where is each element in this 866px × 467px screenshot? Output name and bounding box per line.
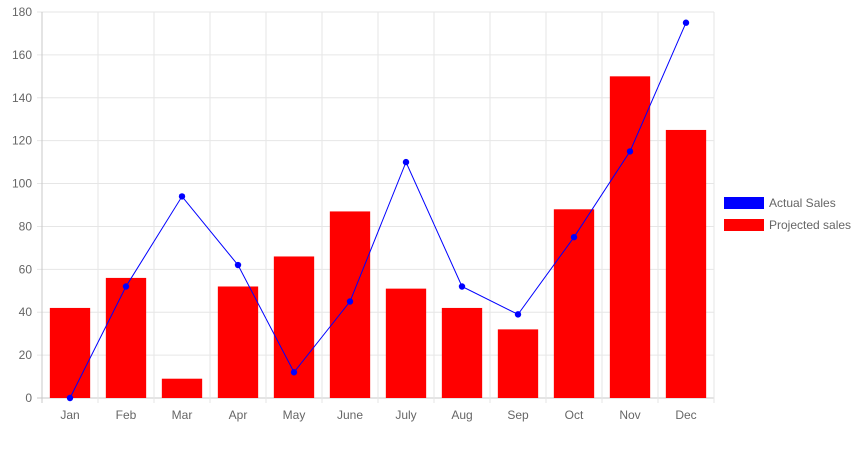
y-tick-label: 160: [12, 48, 32, 62]
bar-june: [329, 211, 371, 398]
x-tick-label: June: [337, 408, 363, 422]
x-tick-label: Dec: [675, 408, 696, 422]
bar-feb: [105, 277, 147, 398]
legend-label: Projected sales: [769, 218, 851, 232]
y-tick-label: 60: [19, 262, 33, 276]
point-jan: [66, 394, 74, 402]
point-aug: [458, 283, 466, 290]
bar-july: [385, 288, 427, 398]
y-tick-labels: 0 20 40 60 80 100 120 140 160 180: [12, 5, 32, 405]
x-tick-labels: Jan Feb Mar Apr May June July Aug Sep Oct Nov Dec: [60, 408, 696, 422]
point-mar: [178, 193, 186, 200]
point-feb: [122, 283, 130, 290]
legend-label: Actual Sales: [769, 196, 836, 210]
point-sep: [514, 311, 522, 318]
point-dec: [682, 19, 690, 26]
actual-sales-line: [69, 22, 687, 399]
x-tick-label: Aug: [451, 408, 472, 422]
bar-series: [49, 76, 707, 398]
bar-mar: [161, 378, 203, 398]
grid-lines: [37, 11, 715, 403]
y-tick-label: 20: [19, 348, 33, 362]
y-tick-label: 0: [25, 391, 32, 405]
y-tick-label: 140: [12, 91, 32, 105]
point-may: [290, 369, 298, 376]
x-tick-label: Feb: [116, 408, 137, 422]
y-tick-label: 40: [19, 305, 33, 319]
y-tick-label: 180: [12, 5, 32, 19]
bar-oct: [553, 209, 595, 398]
point-oct: [570, 233, 578, 241]
x-tick-label: Nov: [619, 408, 640, 422]
y-tick-label: 120: [12, 134, 32, 148]
legend-swatch: [724, 219, 764, 231]
x-tick-label: Mar: [172, 408, 193, 422]
y-tick-label: 100: [12, 177, 32, 191]
x-tick-label: Jan: [60, 408, 79, 422]
x-tick-label: July: [395, 408, 416, 422]
x-tick-label: Oct: [565, 408, 584, 422]
point-apr: [234, 261, 242, 269]
point-june: [346, 298, 354, 305]
bar-jan: [49, 307, 91, 398]
y-tick-label: 80: [19, 219, 33, 233]
point-nov: [626, 148, 634, 155]
bar-apr: [217, 286, 259, 398]
x-tick-label: Sep: [507, 408, 529, 422]
bar-may: [273, 256, 315, 398]
line-series: [66, 19, 690, 402]
legend-swatch: [724, 197, 764, 209]
bar-nov: [609, 76, 651, 398]
x-tick-label: Apr: [229, 408, 248, 422]
bar-aug: [441, 307, 483, 398]
point-july: [402, 158, 410, 166]
bar-sep: [497, 329, 539, 398]
x-tick-label: May: [283, 408, 306, 422]
legend: Actual Sales Projected sales: [724, 196, 851, 232]
bar-dec: [665, 129, 707, 398]
